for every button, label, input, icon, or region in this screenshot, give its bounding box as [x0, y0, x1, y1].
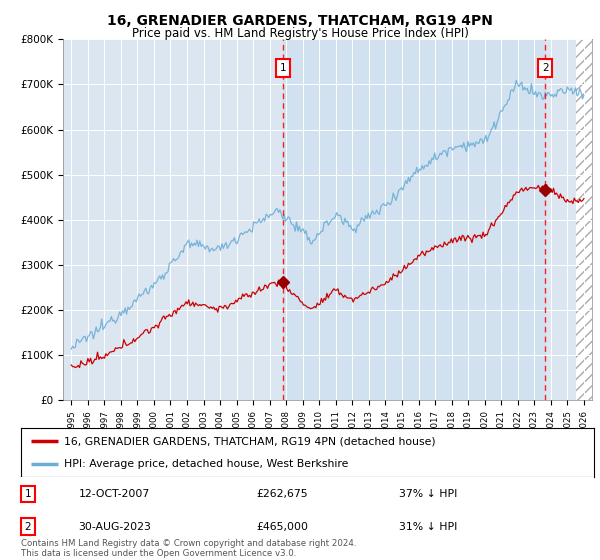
Text: 37% ↓ HPI: 37% ↓ HPI — [399, 489, 458, 499]
Text: 31% ↓ HPI: 31% ↓ HPI — [399, 522, 458, 532]
Text: HPI: Average price, detached house, West Berkshire: HPI: Average price, detached house, West… — [64, 459, 349, 469]
Bar — [283, 39, 545, 400]
Text: £262,675: £262,675 — [256, 489, 308, 499]
Bar — [575, 39, 592, 400]
Text: 1: 1 — [25, 489, 31, 499]
Bar — [575, 39, 592, 400]
Text: 2: 2 — [25, 522, 31, 532]
Text: 2: 2 — [542, 63, 548, 73]
Text: 16, GRENADIER GARDENS, THATCHAM, RG19 4PN: 16, GRENADIER GARDENS, THATCHAM, RG19 4P… — [107, 14, 493, 28]
Text: 12-OCT-2007: 12-OCT-2007 — [79, 489, 149, 499]
Text: 1: 1 — [280, 63, 286, 73]
Text: Price paid vs. HM Land Registry's House Price Index (HPI): Price paid vs. HM Land Registry's House … — [131, 27, 469, 40]
Text: 30-AUG-2023: 30-AUG-2023 — [79, 522, 151, 532]
Text: 16, GRENADIER GARDENS, THATCHAM, RG19 4PN (detached house): 16, GRENADIER GARDENS, THATCHAM, RG19 4P… — [64, 436, 436, 446]
Text: £465,000: £465,000 — [256, 522, 308, 532]
Text: Contains HM Land Registry data © Crown copyright and database right 2024.
This d: Contains HM Land Registry data © Crown c… — [21, 539, 356, 558]
